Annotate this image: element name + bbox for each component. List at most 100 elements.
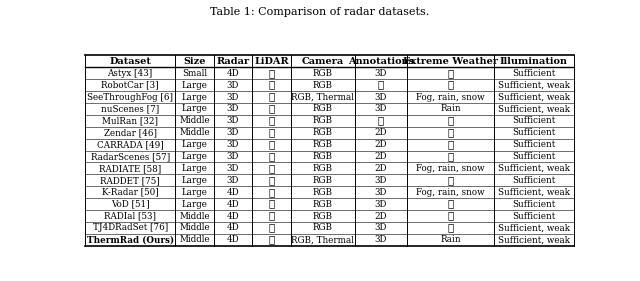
Text: Middle: Middle xyxy=(179,128,210,137)
Text: ✓: ✓ xyxy=(268,188,275,197)
Text: RGB: RGB xyxy=(313,128,333,137)
Text: Sufficient: Sufficient xyxy=(512,200,556,209)
Text: Large: Large xyxy=(182,188,207,197)
Text: ✗: ✗ xyxy=(378,81,384,90)
Text: ✗: ✗ xyxy=(447,140,454,149)
Text: Radar: Radar xyxy=(216,57,250,66)
Text: ✓: ✓ xyxy=(268,69,275,78)
Text: Middle: Middle xyxy=(179,116,210,125)
Text: 3D: 3D xyxy=(374,200,387,209)
Text: RGB: RGB xyxy=(313,69,333,78)
Text: Large: Large xyxy=(182,105,207,114)
Text: Sufficient: Sufficient xyxy=(512,152,556,161)
Text: Middle: Middle xyxy=(179,235,210,244)
Text: ✗: ✗ xyxy=(447,212,454,221)
Text: Large: Large xyxy=(182,81,207,90)
Text: ✓: ✓ xyxy=(268,116,275,125)
Text: Large: Large xyxy=(182,152,207,161)
Text: MulRan [32]: MulRan [32] xyxy=(102,116,158,125)
Text: 3D: 3D xyxy=(227,152,239,161)
Text: ✓: ✓ xyxy=(268,92,275,101)
Text: ✓: ✓ xyxy=(268,212,275,221)
Text: RadarScenes [57]: RadarScenes [57] xyxy=(90,152,170,161)
Text: ✗: ✗ xyxy=(447,128,454,137)
Text: 4D: 4D xyxy=(227,200,239,209)
Text: RGB: RGB xyxy=(313,105,333,114)
Text: 3D: 3D xyxy=(374,223,387,232)
Text: TJ4DRadSet [76]: TJ4DRadSet [76] xyxy=(93,223,168,232)
Text: 3D: 3D xyxy=(227,140,239,149)
Text: 3D: 3D xyxy=(227,176,239,185)
Text: LiDAR: LiDAR xyxy=(254,57,289,66)
Text: Annotations: Annotations xyxy=(348,57,414,66)
Text: RGB, Thermal: RGB, Thermal xyxy=(291,235,355,244)
Text: 3D: 3D xyxy=(374,176,387,185)
Text: RADIal [53]: RADIal [53] xyxy=(104,212,156,221)
Text: 3D: 3D xyxy=(374,69,387,78)
Text: RGB: RGB xyxy=(313,152,333,161)
Text: Sufficient: Sufficient xyxy=(512,116,556,125)
Text: Zendar [46]: Zendar [46] xyxy=(104,128,157,137)
Text: ✓: ✓ xyxy=(268,128,275,137)
Text: 2D: 2D xyxy=(374,164,387,173)
Text: 2D: 2D xyxy=(374,212,387,221)
Text: Sufficient: Sufficient xyxy=(512,212,556,221)
Text: ✗: ✗ xyxy=(447,116,454,125)
Text: Sufficient: Sufficient xyxy=(512,69,556,78)
Text: 4D: 4D xyxy=(227,235,239,244)
Text: ✗: ✗ xyxy=(447,69,454,78)
Text: Illumination: Illumination xyxy=(500,57,568,66)
Text: 3D: 3D xyxy=(374,235,387,244)
Text: ✗: ✗ xyxy=(447,176,454,185)
Text: 3D: 3D xyxy=(374,105,387,114)
Text: ✗: ✗ xyxy=(447,200,454,209)
Text: ✗: ✗ xyxy=(268,152,275,161)
Text: 4D: 4D xyxy=(227,69,239,78)
Text: 3D: 3D xyxy=(374,92,387,101)
Text: Large: Large xyxy=(182,164,207,173)
Text: ✗: ✗ xyxy=(447,81,454,90)
Text: RGB: RGB xyxy=(313,164,333,173)
Text: Large: Large xyxy=(182,176,207,185)
Text: Fog, rain, snow: Fog, rain, snow xyxy=(416,188,484,197)
Text: 3D: 3D xyxy=(374,188,387,197)
Text: 2D: 2D xyxy=(374,140,387,149)
Text: ✗: ✗ xyxy=(447,223,454,232)
Text: Sufficient, weak: Sufficient, weak xyxy=(498,105,570,114)
Text: 3D: 3D xyxy=(227,116,239,125)
Text: RGB: RGB xyxy=(313,81,333,90)
Text: RGB: RGB xyxy=(313,212,333,221)
Text: ✓: ✓ xyxy=(268,200,275,209)
Text: Camera: Camera xyxy=(301,57,344,66)
Text: RGB: RGB xyxy=(313,223,333,232)
Text: 3D: 3D xyxy=(227,81,239,90)
Text: ✓: ✓ xyxy=(268,81,275,90)
Text: 4D: 4D xyxy=(227,223,239,232)
Text: Large: Large xyxy=(182,200,207,209)
Text: Fog, rain, snow: Fog, rain, snow xyxy=(416,92,484,101)
Text: Sufficient, weak: Sufficient, weak xyxy=(498,92,570,101)
Text: RGB, Thermal: RGB, Thermal xyxy=(291,92,355,101)
Text: ✓: ✓ xyxy=(268,164,275,173)
Text: Small: Small xyxy=(182,69,207,78)
Text: Rain: Rain xyxy=(440,105,461,114)
Text: SeeThroughFog [6]: SeeThroughFog [6] xyxy=(87,92,173,101)
Text: K-Radar [50]: K-Radar [50] xyxy=(102,188,159,197)
Text: Fog, rain, snow: Fog, rain, snow xyxy=(416,164,484,173)
Text: nuScenes [7]: nuScenes [7] xyxy=(101,105,159,114)
Text: ✓: ✓ xyxy=(268,235,275,244)
Text: RADIATE [58]: RADIATE [58] xyxy=(99,164,161,173)
Text: Astyx [43]: Astyx [43] xyxy=(108,69,153,78)
Text: Large: Large xyxy=(182,92,207,101)
Text: RADDET [75]: RADDET [75] xyxy=(100,176,160,185)
Text: Large: Large xyxy=(182,140,207,149)
Text: 3D: 3D xyxy=(227,164,239,173)
Text: Dataset: Dataset xyxy=(109,57,151,66)
Text: ✗: ✗ xyxy=(378,116,384,125)
Text: RGB: RGB xyxy=(313,176,333,185)
Text: Sufficient: Sufficient xyxy=(512,128,556,137)
Text: ThermRad (Ours): ThermRad (Ours) xyxy=(86,235,173,244)
Text: Sufficient, weak: Sufficient, weak xyxy=(498,188,570,197)
Text: ✓: ✓ xyxy=(268,105,275,114)
Text: CARRADA [49]: CARRADA [49] xyxy=(97,140,164,149)
